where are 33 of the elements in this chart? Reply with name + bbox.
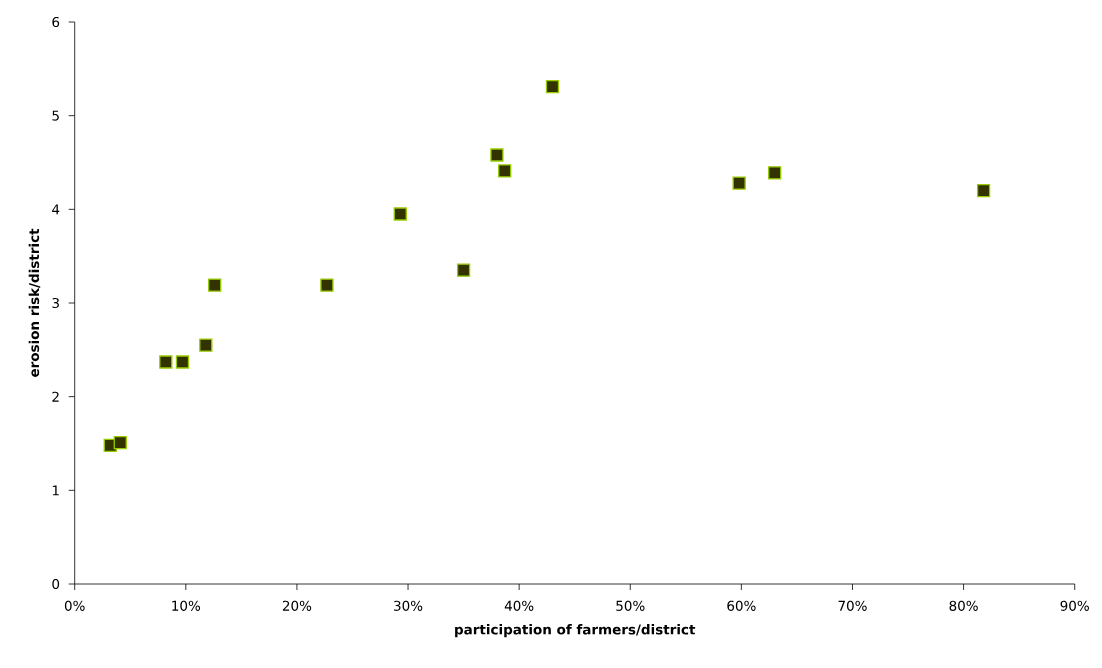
point xyxy=(208,278,222,292)
y-tick-label: 2 xyxy=(52,391,59,402)
y-tick-label: 5 xyxy=(52,110,59,121)
y-tick-label: 0 xyxy=(52,578,60,590)
x-tick-label: 10% xyxy=(172,600,201,611)
point xyxy=(456,263,471,277)
point xyxy=(393,207,407,221)
point xyxy=(976,183,991,198)
point xyxy=(768,166,782,180)
point xyxy=(732,176,746,190)
x-tick-label: 0% xyxy=(64,600,85,611)
y-tick-label: 1 xyxy=(52,485,59,496)
x-tick-label: 30% xyxy=(394,600,423,611)
x-tick-label: 80% xyxy=(949,600,978,611)
point xyxy=(175,355,190,369)
y-tick-label: 6 xyxy=(52,16,60,28)
point xyxy=(320,278,334,292)
y-tick-label: 3 xyxy=(52,297,59,309)
x-tick-label: 20% xyxy=(282,600,312,611)
y-tick-label: 4 xyxy=(52,204,60,215)
y-axis-title: erosion risk/district xyxy=(28,228,41,377)
x-tick-label: 70% xyxy=(838,600,867,611)
point xyxy=(199,338,213,352)
x-axis-title: participation of farmers/district xyxy=(455,624,696,638)
point xyxy=(490,148,504,162)
point xyxy=(113,435,127,450)
point xyxy=(498,164,512,178)
x-tick-label: 60% xyxy=(727,600,756,611)
x-tick-label: 50% xyxy=(616,600,645,611)
point xyxy=(159,355,173,369)
point xyxy=(545,79,560,94)
x-tick-label: 90% xyxy=(1060,600,1089,611)
x-tick-label: 40% xyxy=(504,600,534,611)
